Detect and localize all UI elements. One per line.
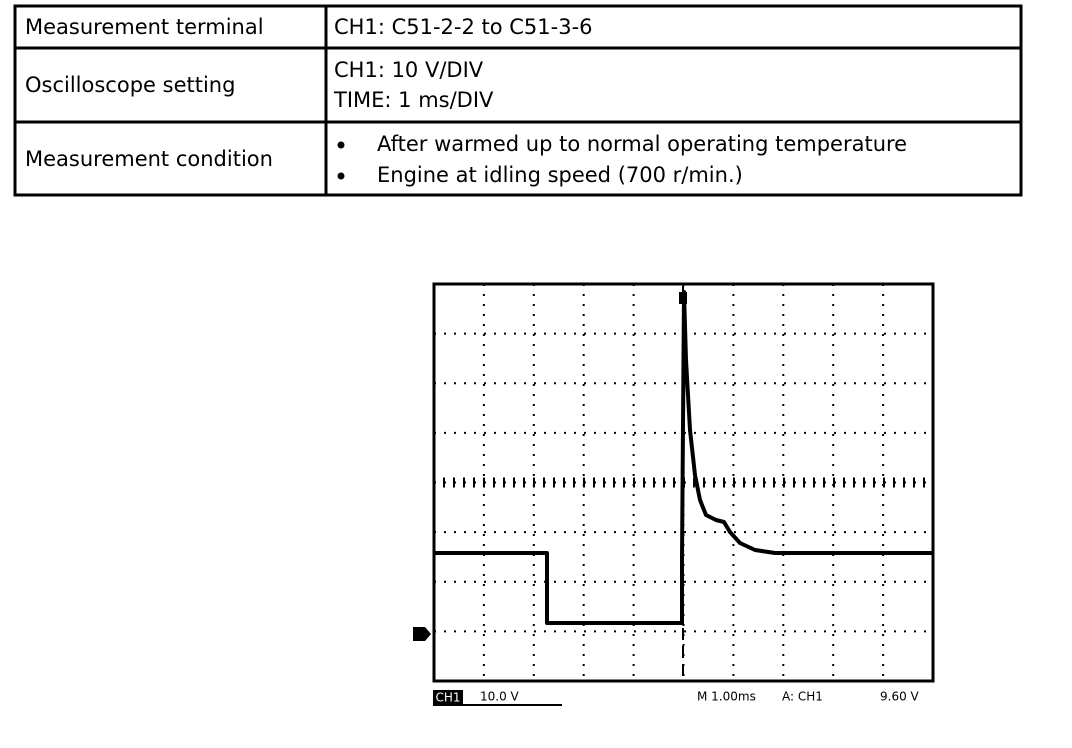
bullet-text: After warmed up to normal operating temp… [377, 132, 907, 156]
bullet [337, 141, 345, 149]
row-label: Oscilloscope setting [25, 73, 235, 97]
table-border [13, 4, 1023, 197]
scale-label: 10.0 V [480, 690, 520, 704]
grid [434, 284, 933, 681]
trigger-source: A: CH1 [782, 690, 823, 704]
oscilloscope: CH1 10.0 V M 1.00ms A: CH1 9.60 V [413, 282, 935, 706]
row-value: CH1: C51-2-2 to C51-3-6 [334, 15, 593, 39]
timebase-label: M 1.00ms [697, 690, 756, 704]
trigger-marker [679, 292, 687, 304]
spec-table [13, 4, 1023, 197]
row-label: Measurement condition [25, 147, 273, 171]
row-value: CH1: 10 V/DIV [334, 58, 484, 82]
row-value: TIME: 1 ms/DIV [333, 88, 494, 112]
trigger-level: 9.60 V [880, 690, 920, 704]
ground-marker [413, 627, 431, 641]
waveform [434, 290, 932, 625]
bullet-text: Engine at idling speed (700 r/min.) [377, 163, 743, 187]
bullet [337, 172, 345, 180]
row-label: Measurement terminal [25, 15, 264, 39]
channel-label: CH1 [435, 691, 460, 705]
channel-box [433, 690, 463, 704]
